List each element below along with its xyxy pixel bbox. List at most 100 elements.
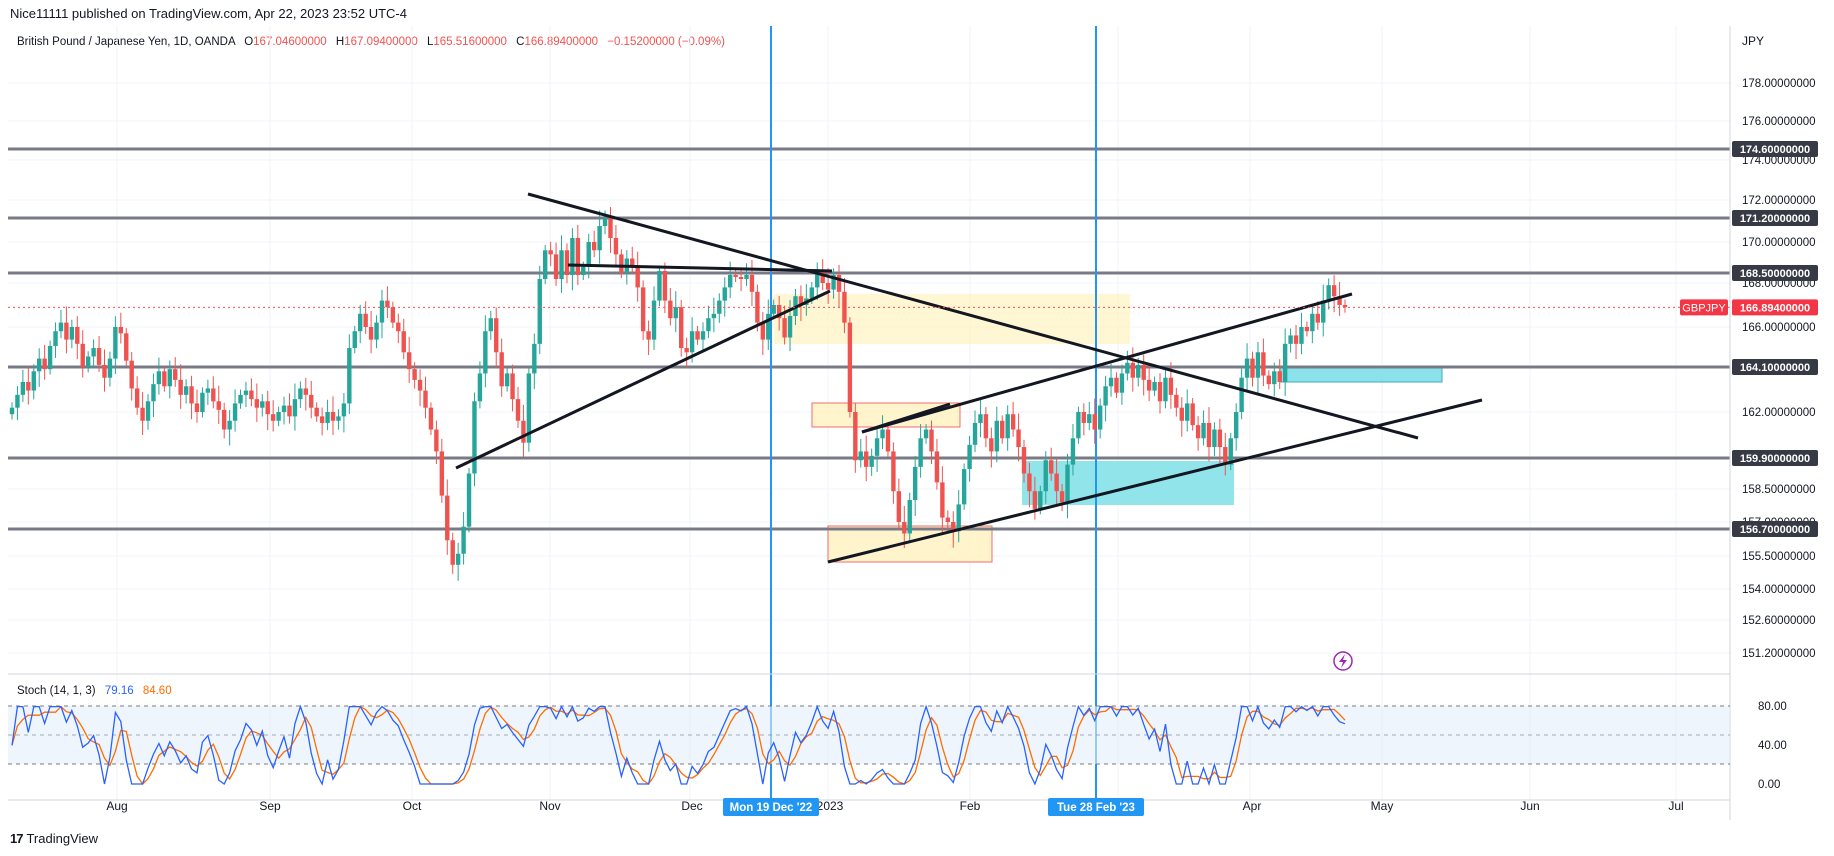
- candle: [1321, 284, 1326, 337]
- candle: [91, 339, 96, 369]
- stoch-tick-label: 40.00: [1758, 740, 1787, 752]
- candle: [1163, 365, 1168, 409]
- stoch-title: Stoch (14, 1, 3): [17, 685, 96, 697]
- candle: [330, 396, 336, 435]
- candle: [37, 348, 42, 387]
- candle: [31, 364, 36, 400]
- candle: [1266, 370, 1272, 390]
- candle: [406, 336, 412, 384]
- trendline-channel-bottom: [827, 398, 1483, 564]
- candle: [885, 424, 891, 457]
- candle: [668, 288, 673, 326]
- price-tick-label: 152.60000000: [1742, 615, 1816, 627]
- candle: [466, 467, 472, 533]
- tradingview-logo[interactable]: 17 TradingView: [10, 831, 98, 846]
- candle: [548, 241, 553, 267]
- time-label: Jul: [1668, 799, 1683, 813]
- trendlines[interactable]: [455, 192, 1483, 564]
- candle: [249, 378, 254, 407]
- demand-zone-cyan: [1022, 461, 1234, 505]
- time-label: 2023: [817, 799, 844, 813]
- candle: [1005, 405, 1010, 451]
- candle: [1146, 365, 1152, 402]
- candle: [314, 402, 319, 422]
- stoch-d-line: [11, 705, 1346, 786]
- candle: [58, 310, 64, 339]
- symbol-name: British Pound / Japanese Yen, 1D, OANDA: [17, 36, 236, 48]
- candle: [733, 269, 738, 282]
- candle: [396, 313, 401, 344]
- candle: [1201, 410, 1206, 446]
- candle: [363, 301, 368, 334]
- candle: [455, 542, 461, 581]
- candle: [738, 268, 744, 292]
- candle: [9, 402, 15, 420]
- lightning-icon[interactable]: [1333, 651, 1353, 671]
- candle: [1342, 299, 1348, 313]
- candle: [1288, 328, 1293, 353]
- crosshair-time-badges: Mon 19 Dec '22 Tue 28 Feb '23: [723, 798, 1144, 816]
- candle: [646, 320, 651, 355]
- candle: [445, 479, 450, 555]
- candle: [216, 385, 221, 425]
- low-label: L: [427, 36, 434, 48]
- level-badge-label: 168.50000000: [1740, 268, 1810, 280]
- candle: [1233, 403, 1239, 451]
- candle: [483, 315, 488, 388]
- price-axis-ticks: 178.00000000 176.00000000 174.00000000 172.…: [1742, 78, 1816, 660]
- stoch-d-value: 84.60: [143, 685, 172, 697]
- candle: [1103, 375, 1108, 422]
- candle: [80, 330, 85, 378]
- candle: [1174, 387, 1179, 417]
- candle: [156, 357, 162, 395]
- candle: [1244, 343, 1250, 392]
- candle: [287, 393, 292, 424]
- candle: [26, 366, 31, 405]
- candle: [260, 394, 265, 417]
- candle: [510, 364, 515, 412]
- candle: [1179, 397, 1184, 437]
- candle: [347, 334, 352, 414]
- candle: [205, 379, 211, 405]
- candle: [945, 510, 951, 532]
- candle: [559, 235, 564, 293]
- candle: [1293, 325, 1299, 360]
- symbol-badge: [1680, 299, 1728, 316]
- candle: [983, 407, 989, 448]
- level-badge-label: 174.60000000: [1740, 144, 1810, 156]
- crosshair-time-badge: [723, 798, 819, 816]
- candle: [412, 362, 417, 389]
- candle: [167, 360, 172, 399]
- candle: [989, 427, 994, 468]
- stoch-axis-ticks: 80.00 40.00 0.00: [1758, 701, 1787, 791]
- candle: [417, 369, 423, 407]
- stoch-tick-label: 0.00: [1758, 779, 1780, 791]
- candle: [107, 351, 113, 387]
- stoch-k-value: 79.16: [105, 685, 134, 697]
- candle: [1326, 278, 1331, 310]
- candle: [390, 301, 396, 329]
- candle: [608, 206, 613, 253]
- candle: [543, 245, 548, 285]
- candle: [134, 376, 140, 415]
- horizontal-levels: [8, 147, 1730, 531]
- candle: [1010, 401, 1016, 437]
- candle: [434, 420, 439, 464]
- candle: [1081, 403, 1087, 436]
- candle: [96, 336, 102, 372]
- candle: [368, 310, 374, 354]
- candle: [553, 242, 559, 286]
- candle: [923, 424, 929, 444]
- trendline-channel-top: [861, 292, 1353, 434]
- candle: [341, 392, 347, 433]
- candle: [15, 386, 20, 421]
- candle: [902, 505, 907, 549]
- candle: [140, 392, 145, 435]
- time-label: Oct: [403, 799, 422, 813]
- demand-zone-cyan-small: [1279, 367, 1443, 383]
- candle: [1065, 453, 1070, 519]
- candle: [918, 424, 923, 478]
- price-tick-label: 151.20000000: [1742, 648, 1816, 660]
- candle: [151, 373, 156, 418]
